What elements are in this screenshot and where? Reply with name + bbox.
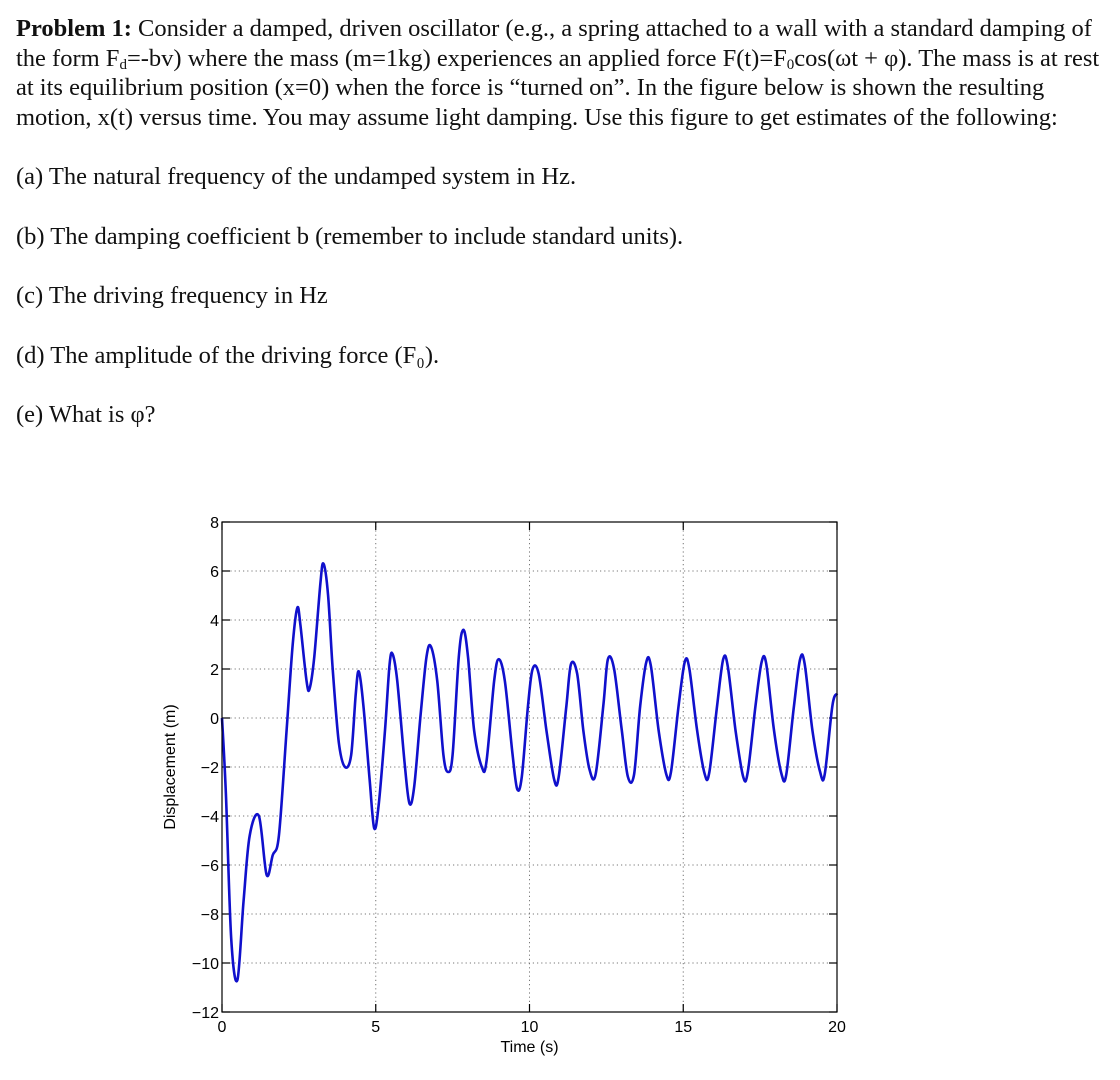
x-tick-label: 15 [674,1019,692,1036]
x-tick-label: 5 [371,1019,380,1036]
y-tick-label: 4 [210,613,219,630]
y-tick-label: 0 [210,711,219,728]
y-tick-label: 2 [210,662,219,679]
chart-grid [222,522,837,1012]
y-tick-label: −2 [201,760,219,777]
displacement-chart: 0 5 10 15 20 −12 −10 −8 −6 −4 −2 0 2 4 6 8 Time (s) Dis… [162,515,846,1056]
y-tick-label: −4 [201,809,219,826]
question-a: (a) The natural frequency of the undampe… [16,163,577,190]
y-tick-label: −12 [192,1005,219,1022]
problem-label: Problem 1: [16,15,132,42]
y-tick-label: −6 [201,858,219,875]
question-d: (d) The amplitude of the driving force (… [16,341,440,369]
y-tick-label: −10 [192,956,219,973]
question-c: (c) The driving frequency in Hz [16,282,328,309]
plot-frame [221,521,838,1013]
x-axis-label: Time (s) [500,1039,558,1056]
chart-tick-labels: 0 5 10 15 20 −12 −10 −8 −6 −4 −2 0 2 4 6 8 [192,515,846,1036]
x-tick-label: 10 [521,1019,539,1036]
y-tick-label: 6 [210,564,219,581]
y-axis-label: Displacement (m) [162,704,179,829]
y-tick-label: 8 [210,515,219,532]
question-b: (b) The damping coefficient b (remember … [16,222,684,250]
x-tick-label: 20 [828,1019,846,1036]
question-e: (e) What is φ? [16,401,156,428]
x-tick-label: 0 [218,1019,227,1036]
problem-intro: Problem 1: Consider a damped, driven osc… [16,15,1100,131]
problem-statement: Problem 1: Consider a damped, driven osc… [16,14,1106,430]
chart-series [220,561,839,983]
y-tick-label: −8 [201,907,219,924]
displacement-line [220,561,839,983]
